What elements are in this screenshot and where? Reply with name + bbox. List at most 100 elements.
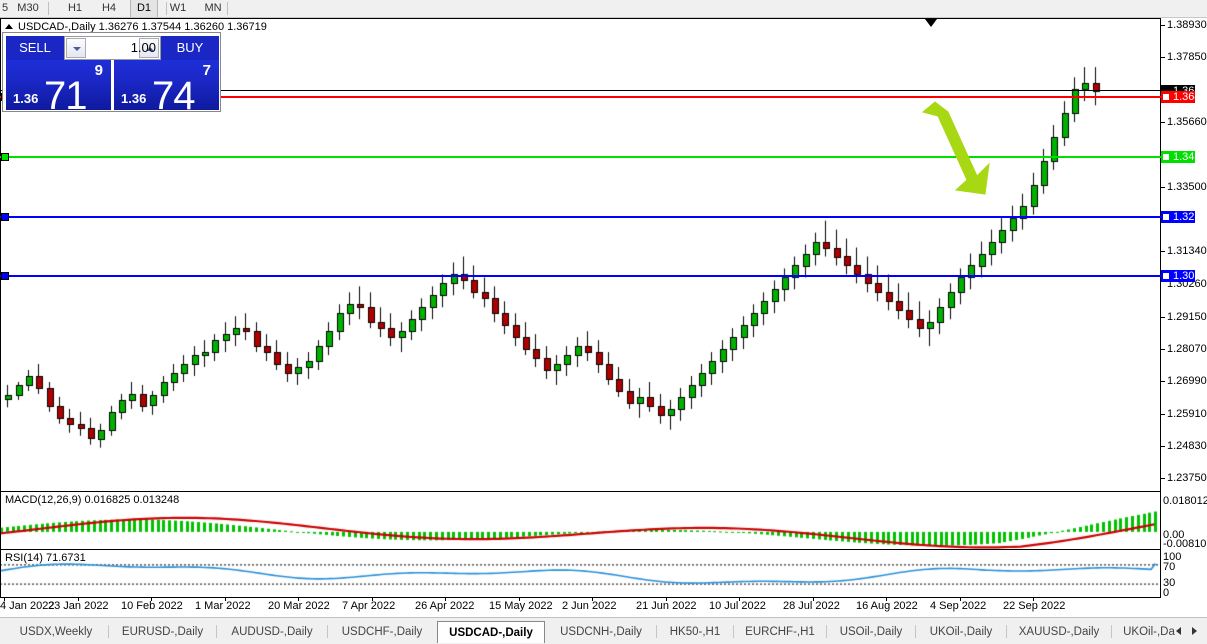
date-tick-mark [739,598,740,601]
chart-area[interactable]: MACD(12,26,9) 0.016825 0.013248 RSI(14) … [0,18,1207,643]
collapse-arrow-icon[interactable] [5,24,13,29]
date-tick-label: 20 Mar 2022 [268,600,330,612]
symbol-tab-bar[interactable]: USDX,Weekly EURUSD-,Daily AUDUSD-,Daily USD… [0,617,1207,644]
date-tick-label: 23 Jan 2022 [48,600,109,612]
price-tick: 1.23750 [1161,472,1207,484]
price-tag-resistance-level[interactable]: 1.36498 [1161,91,1207,104]
rsi-axis-label: 100 [1163,551,1182,563]
timeframe-m30[interactable]: M30 [17,2,39,14]
symbol-tab-usdcad--daily[interactable]: USDCAD-,Daily [437,621,545,643]
date-tick-mark [4,598,5,601]
symbol-tab-eurchf--h1[interactable]: EURCHF-,H1 [745,626,815,638]
tab-separator [1006,625,1007,638]
date-tick-mark [1033,598,1034,601]
symbol-tab-usoil--daily[interactable]: USOil-,Daily [839,626,903,638]
price-tick-label: 1.23750 [1167,472,1207,485]
tab-scroll-left-icon[interactable] [1176,627,1181,635]
level-line-blue-upper[interactable] [0,212,1161,221]
symbol-tab-usdchf--daily[interactable]: USDCHF-,Daily [341,626,423,638]
tab-scroll-right-icon[interactable] [1192,627,1197,635]
tick-mark [1161,251,1165,253]
volume-value[interactable]: 1.00 [130,40,156,55]
timeframe-toolbar: 5 M30 H1 H4 D1 W1 MN [0,0,1207,18]
timeframe-h4[interactable]: H4 [101,2,117,14]
buy-button[interactable]: BUY [161,36,219,60]
price-tick: 1.38930 [1161,19,1207,31]
volume-decrease-button[interactable] [66,38,86,58]
level-line-handle[interactable] [1,212,9,221]
date-tick-mark [666,598,667,601]
chart-ohlc-header: USDCAD-,Daily 1.36276 1.37544 1.36260 1.… [18,21,267,33]
sell-price-display[interactable]: 1.36 71 9 [6,60,111,110]
tick-mark [1161,478,1165,480]
timeframe-mn[interactable]: MN [204,2,222,14]
macd-pane[interactable]: MACD(12,26,9) 0.016825 0.013248 [0,491,1161,549]
symbol-tab-ukoil--da[interactable]: UKOil-,Da [1123,626,1175,638]
symbol-tab-eurusd--daily[interactable]: EURUSD-,Daily [121,626,204,638]
timeframe-5[interactable]: 5 [1,2,9,14]
tick-mark [1161,24,1165,26]
date-tick-mark [78,598,79,601]
level-handle[interactable] [1163,213,1169,220]
tab-separator [327,625,328,638]
price-tick: 1.35660 [1161,116,1207,128]
price-tag-blue-level-upper[interactable]: 1.32504 [1161,210,1207,223]
date-axis[interactable]: 4 Jan 2022 23 Jan 2022 10 Feb 2022 1 Mar 20… [0,598,1161,616]
rsi-pane[interactable]: RSI(14) 71.6731 [0,549,1161,598]
level-line-support[interactable] [0,152,1161,161]
toolbar-separator [227,2,228,15]
symbol-tab-audusd--daily[interactable]: AUDUSD-,Daily [231,626,313,638]
down-arrow-annotation[interactable] [915,98,1005,208]
tick-mark [1161,186,1165,188]
symbol-tab-usdx-weekly[interactable]: USDX,Weekly [19,626,93,638]
price-tick-label: 1.38930 [1167,18,1207,31]
level-line-handle[interactable] [1,272,9,281]
date-tick-label: 16 Aug 2022 [856,600,918,612]
tab-separator [1111,625,1112,638]
level-handle[interactable] [1163,94,1169,101]
timeframe-d1[interactable]: D1 [130,0,158,17]
date-tick-mark [445,598,446,601]
one-click-trading-panel[interactable]: SELL 1.00 BUY 1.36 71 9 1.36 74 7 [2,32,221,112]
toolbar-separator [48,2,49,15]
buy-price-big: 74 [152,74,195,110]
rsi-canvas [0,550,1160,598]
symbol-tab-usdcnh--daily[interactable]: USDCNH-,Daily [560,626,642,638]
price-tick: 1.26990 [1161,375,1207,387]
volume-increase-button[interactable] [139,38,159,58]
tick-mark [1161,56,1165,58]
volume-stepper[interactable]: 1.00 [64,36,161,60]
date-tick-mark [813,598,814,601]
rsi-axis-label: 0 [1163,587,1170,599]
date-tick-label: 1 Mar 2022 [195,600,251,612]
symbol-tab-ukoil--daily[interactable]: UKOil-,Daily [929,626,993,638]
macd-canvas [0,492,1160,549]
price-tick-label: 1.26990 [1167,375,1207,388]
rsi-axis-label: 30 [1163,577,1176,589]
level-handle[interactable] [1163,153,1169,160]
timeframe-w1[interactable]: W1 [169,2,187,14]
level-handle[interactable] [1163,273,1169,280]
tab-separator [826,625,827,638]
sell-price-big: 71 [44,74,87,110]
buy-price-display[interactable]: 1.36 74 7 [114,60,219,110]
symbol-tab-xauusd--daily[interactable]: XAUUSD-,Daily [1018,626,1100,638]
level-line-handle[interactable] [1,152,9,161]
price-tick-label: 1.29150 [1167,310,1207,323]
chart-left-border [0,18,1,598]
symbol-tab-hk50--h1[interactable]: HK50-,H1 [669,626,721,638]
price-axis[interactable]: 1.38930 1.37850 1.35660 1.33500 1.31340 1.291… [1161,18,1207,599]
toolbar-separator [166,2,167,15]
price-tag-blue-level-lower[interactable]: 1.30506 [1161,270,1207,283]
quotes-row: 1.36 71 9 1.36 74 7 [6,60,219,110]
macd-label: MACD(12,26,9) 0.016825 0.013248 [5,494,180,506]
sell-button[interactable]: SELL [6,36,64,60]
price-tick-label: 1.24830 [1167,439,1207,452]
rsi-axis-label: 70 [1163,561,1176,573]
level-line-blue-lower[interactable] [0,272,1161,281]
timeframe-h1[interactable]: H1 [67,2,83,14]
chevron-down-icon [73,47,81,51]
price-tick: 1.33500 [1161,181,1207,193]
price-tick: 1.28070 [1161,343,1207,355]
